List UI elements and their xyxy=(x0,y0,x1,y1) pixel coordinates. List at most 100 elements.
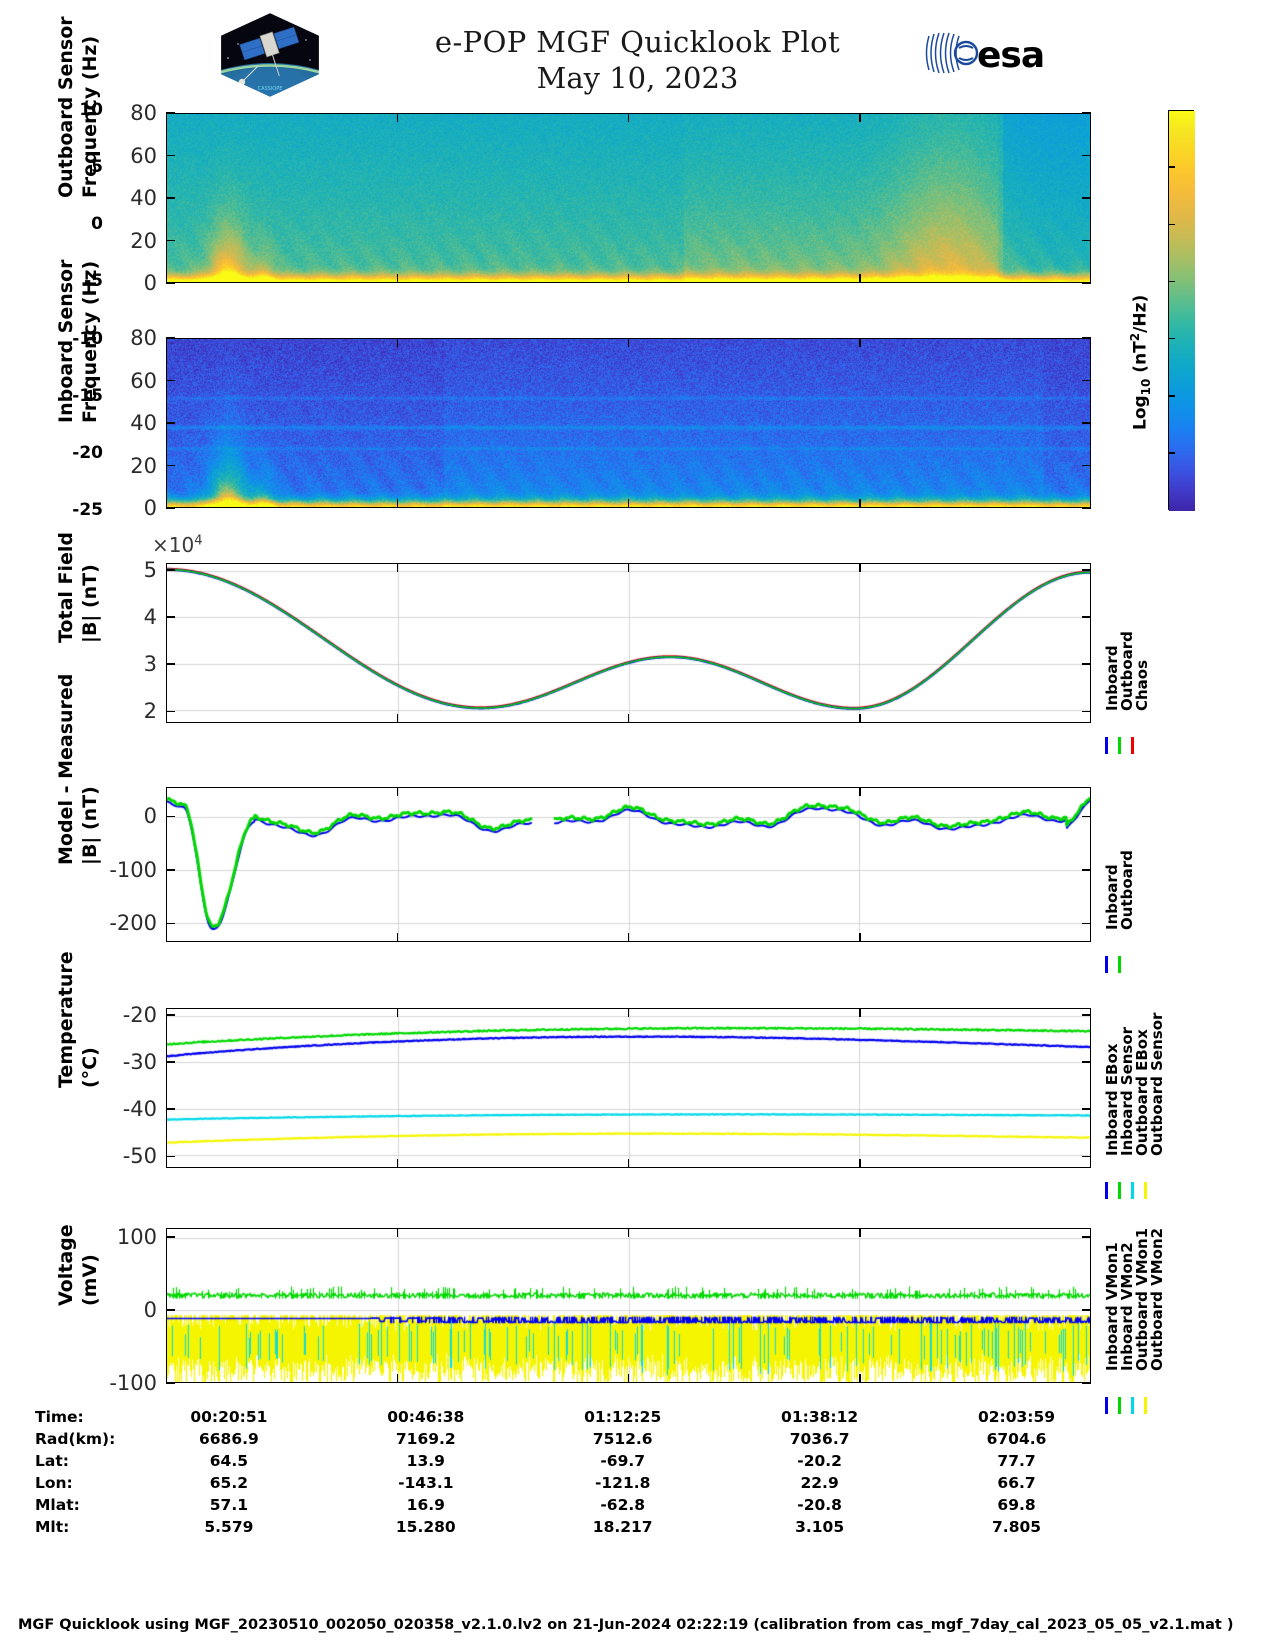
model-minus-measured-ytick-mark xyxy=(166,815,175,818)
temperature-xtick-mark-top xyxy=(627,1008,630,1017)
inboard-spectrogram-ytick-label: 40 xyxy=(130,411,157,435)
title-date: May 10, 2023 xyxy=(536,61,739,95)
temperature-xtick-mark-bottom xyxy=(627,1159,630,1168)
table-cell: 13.9 xyxy=(406,1452,445,1470)
temperature-ytick-label: -30 xyxy=(122,1050,157,1075)
total-field-ytick-mark xyxy=(166,710,175,713)
voltage-ytick-label: 0 xyxy=(143,1297,157,1322)
table-row: Rad(km): 6686.9 7169.2 7512.6 7036.7 6704.6 xyxy=(35,1428,1115,1450)
total-field-data xyxy=(167,564,1090,722)
esa-wordmark: esa xyxy=(977,35,1044,76)
temperature-frame xyxy=(166,1008,1091,1168)
inboard-spectrogram-xtick-mark-top xyxy=(859,338,861,347)
colorbar xyxy=(1168,110,1195,511)
table-cell: 00:20:51 xyxy=(190,1408,268,1426)
total-field-ytick-label: 4 xyxy=(143,605,157,630)
table-cell: 01:38:12 xyxy=(781,1408,859,1426)
table-cell: -143.1 xyxy=(398,1474,454,1492)
table-row-label: Lat: xyxy=(35,1452,69,1470)
outboard-spectrogram-ytick-mark-right xyxy=(1082,112,1091,114)
inboard-spectrogram-xtick-mark-bottom xyxy=(396,499,399,508)
temperature-ytick-label: -20 xyxy=(122,1003,157,1028)
model-minus-measured-xtick-mark-bottom xyxy=(627,933,630,942)
model-minus-measured-xtick-mark-bottom xyxy=(859,933,861,942)
table-cell: 02:03:59 xyxy=(977,1408,1056,1426)
table-cell: -20.8 xyxy=(797,1496,842,1514)
voltage-ytick-mark xyxy=(166,1236,175,1238)
colorbar-tick-label: 5 xyxy=(91,157,103,178)
outboard-spectrogram-ytick-mark xyxy=(166,112,175,114)
table-row-label: Rad(km): xyxy=(35,1430,116,1448)
temperature-xtick-mark-bottom xyxy=(859,1159,861,1168)
inboard-spectrogram-ytick-mark xyxy=(166,422,175,424)
inboard-spectrogram-ytick-mark-right xyxy=(1082,422,1091,424)
outboard-spectrogram-ytick-mark-right xyxy=(1082,239,1091,242)
temperature-ytick-label: -40 xyxy=(122,1097,157,1122)
outboard-spectrogram-xtick-mark-bottom xyxy=(859,274,861,283)
outboard-spectrogram-ytick-label: 0 xyxy=(143,271,157,295)
table-cell: -20.2 xyxy=(797,1452,842,1470)
temperature-xtick-mark-top xyxy=(396,1008,399,1017)
inboard-spectrogram-ytick-label: 0 xyxy=(143,496,157,520)
model-minus-measured-ytick-mark-right xyxy=(1082,869,1091,871)
table-cell: 18.217 xyxy=(592,1518,653,1536)
temperature-ytick-mark xyxy=(166,1155,175,1158)
model-minus-measured-ytick-mark-right xyxy=(1082,815,1091,818)
model-minus-measured-xtick-mark-top xyxy=(627,787,630,796)
model-minus-measured-frame xyxy=(166,787,1091,942)
colorbar-tick-mark xyxy=(1168,223,1175,226)
outboard-spectrogram-xtick-mark-top xyxy=(627,113,630,122)
temperature-ytick-mark xyxy=(166,1014,175,1016)
temperature-legend-swatch xyxy=(1144,1182,1147,1199)
voltage-xtick-mark-bottom xyxy=(859,1374,861,1383)
voltage-xtick-mark-top xyxy=(396,1228,399,1237)
model-minus-measured-ytick-mark xyxy=(166,922,175,925)
inboard-spectrogram-ytick-label: 60 xyxy=(130,368,157,393)
outboard-spectrogram-ytick-mark-right xyxy=(1082,282,1091,284)
voltage-xtick-mark-top xyxy=(627,1228,630,1237)
outboard-spectrogram-xtick-mark-top xyxy=(396,113,399,122)
total-field-ytick-label: 5 xyxy=(143,558,157,583)
inboard-spectrogram-ytick-mark xyxy=(166,464,175,467)
table-row-label: Time: xyxy=(35,1408,84,1426)
model-minus-measured-legend-swatch xyxy=(1118,956,1121,973)
table-row-label: Mlat: xyxy=(35,1496,80,1514)
voltage-legend-swatch xyxy=(1144,1397,1147,1414)
table-row: Mlat: 57.1 16.9 -62.8 -20.8 69.8 xyxy=(35,1494,1115,1516)
total-field-xtick-mark-bottom xyxy=(396,714,399,723)
total-field-frame xyxy=(166,563,1091,723)
inboard-spectrogram-data xyxy=(167,339,1090,507)
colorbar-tick-label: -20 xyxy=(72,442,103,463)
total-field-ytick-mark xyxy=(166,616,175,618)
voltage-legend-swatch xyxy=(1118,1397,1121,1414)
voltage-legend-swatch xyxy=(1105,1397,1108,1414)
voltage-ytick-mark xyxy=(166,1309,175,1311)
total-field-exponent-label: ×104 xyxy=(152,533,203,557)
model-minus-measured-xtick-mark-bottom xyxy=(396,933,399,942)
table-cell: -121.8 xyxy=(594,1474,651,1492)
total-field-xtick-mark-bottom xyxy=(859,714,861,723)
total-field-xtick-mark-top xyxy=(627,563,630,572)
table-cell: 6704.6 xyxy=(986,1430,1047,1448)
total-field-ytick-mark-right xyxy=(1082,710,1091,713)
voltage-ytick-label: 100 xyxy=(116,1224,157,1249)
model-minus-measured-ytick-label: 0 xyxy=(143,804,157,829)
total-field-ytick-mark-right xyxy=(1082,616,1091,618)
temperature-ytick-mark-right xyxy=(1082,1061,1091,1063)
table-row: Lat: 64.5 13.9 -69.7 -20.2 77.7 xyxy=(35,1450,1115,1472)
outboard-spectrogram-xtick-mark-bottom xyxy=(396,274,399,283)
table-row: Lon: 65.2 -143.1 -121.8 22.9 66.7 xyxy=(35,1472,1115,1494)
temperature-ytick-mark xyxy=(166,1061,175,1063)
table-cell: 6686.9 xyxy=(198,1430,259,1448)
table-cell: 5.579 xyxy=(204,1518,254,1536)
table-cell: 00:46:38 xyxy=(387,1408,465,1426)
table-row-label: Lon: xyxy=(35,1474,73,1492)
colorbar-tick-label: -15 xyxy=(72,385,103,406)
inboard-spectrogram-xtick-mark-bottom xyxy=(627,499,630,508)
table-cell: 7169.2 xyxy=(395,1430,456,1448)
colorbar-tick-mark xyxy=(1168,280,1175,283)
outboard-spectrogram-ytick-mark xyxy=(166,282,175,284)
inboard-spectrogram-ytick-mark-right xyxy=(1082,379,1091,382)
voltage-xtick-mark-bottom xyxy=(396,1374,399,1383)
outboard-spectrogram-ytick-label: 40 xyxy=(130,186,157,210)
